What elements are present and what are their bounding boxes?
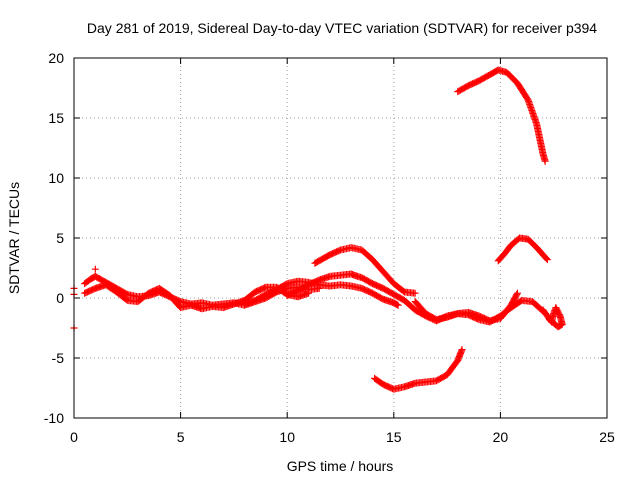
data-point-early-b xyxy=(305,289,313,297)
x-tick-label: 10 xyxy=(279,429,295,445)
tick-labels: 0 5 10 15 20 25 -10 -5 0 5 10 15 20 xyxy=(44,50,615,445)
data-point-late-low xyxy=(513,289,521,297)
data-point-late-end xyxy=(547,317,555,325)
data-point-late-low xyxy=(513,291,521,299)
y-tick-label: 10 xyxy=(48,170,64,186)
data-point-bump xyxy=(543,256,551,264)
data-point-mid-upper xyxy=(411,289,419,297)
chart-title: Day 281 of 2019, Sidereal Day-to-day VTE… xyxy=(87,20,597,36)
y-tick-label: 20 xyxy=(48,50,64,66)
y-tick-label: 15 xyxy=(48,110,64,126)
data-point-bump xyxy=(542,255,550,263)
x-tick-label: 20 xyxy=(493,429,509,445)
y-tick-label: 5 xyxy=(56,230,64,246)
data-point-peak xyxy=(541,157,549,165)
y-tick-label: -10 xyxy=(44,410,64,426)
x-tick-label: 15 xyxy=(386,429,402,445)
data-marks xyxy=(70,66,566,393)
y-tick-label: 0 xyxy=(56,290,64,306)
data-point-late-end xyxy=(545,316,553,324)
plot-frame xyxy=(73,57,608,419)
x-tick-label: 25 xyxy=(599,429,615,445)
y-tick-label: -5 xyxy=(52,350,65,366)
x-axis-label: GPS time / hours xyxy=(287,458,394,474)
x-tick-label: 0 xyxy=(70,429,78,445)
y-axis-label: SDTVAR / TECUs xyxy=(6,182,22,294)
grid xyxy=(74,58,607,418)
x-tick-label: 5 xyxy=(177,429,185,445)
data-point-deep xyxy=(458,346,466,354)
data-point-early-c xyxy=(394,301,402,309)
data-point xyxy=(91,265,99,273)
